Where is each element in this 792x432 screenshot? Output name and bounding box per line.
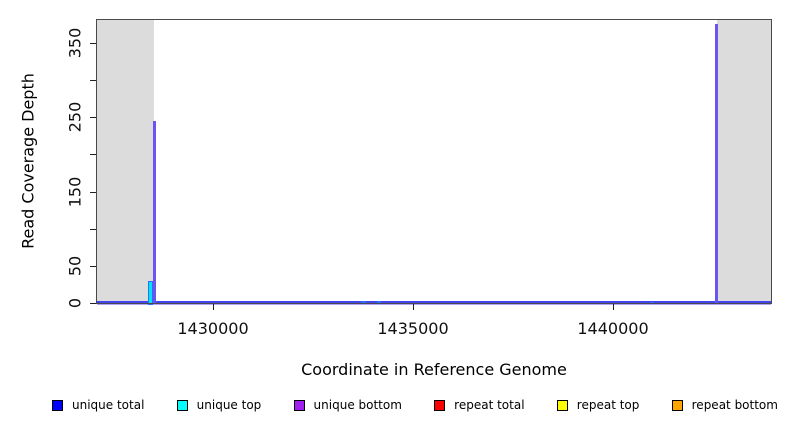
y-axis-tick-label: 250	[65, 102, 85, 133]
coverage-spike	[715, 24, 719, 303]
legend-label: unique bottom	[313, 398, 402, 412]
coverage-spike	[650, 301, 655, 303]
legend-swatch	[434, 399, 446, 411]
legend-label: repeat top	[576, 398, 640, 412]
x-axis-title: Coordinate in Reference Genome	[301, 360, 567, 379]
legend-swatch	[671, 399, 683, 411]
coverage-spike	[147, 280, 153, 305]
plot-frame	[96, 19, 772, 304]
y-axis-tick-label: 150	[65, 176, 85, 207]
shaded-region	[97, 20, 155, 303]
y-axis-tick	[90, 228, 97, 230]
coverage-spike	[152, 121, 156, 303]
y-axis-tick	[90, 80, 97, 82]
coverage-spike	[361, 300, 367, 303]
shaded-region	[717, 20, 771, 303]
y-axis-tick	[90, 43, 97, 45]
legend-item: repeat total	[434, 398, 525, 412]
x-axis-tick-label: 1435000	[377, 319, 449, 338]
legend-item: unique bottom	[293, 398, 402, 412]
plot-area: 0 50 150 250 350 1430000 1435000 1440000	[66, 19, 772, 338]
x-axis-tick	[613, 303, 614, 310]
coverage-spike	[377, 300, 381, 303]
legend-swatch	[293, 399, 305, 411]
legend-label: unique total	[72, 398, 145, 412]
legend: unique total unique top unique bottom repea…	[52, 398, 778, 412]
legend-item: unique total	[52, 398, 144, 412]
legend-label: unique top	[196, 398, 262, 412]
y-axis-tick-label: 50	[65, 255, 85, 277]
x-axis-tick-label: 1440000	[577, 319, 649, 338]
legend-label: repeat total	[454, 398, 525, 412]
coverage-baseline	[97, 301, 771, 305]
y-axis-tick-label: 350	[65, 27, 85, 59]
x-axis-tick	[413, 303, 414, 310]
x-axis-tick-label: 1430000	[177, 319, 249, 338]
legend-swatch	[556, 399, 568, 411]
legend-swatch	[52, 399, 63, 411]
y-axis-title: Read Coverage Depth	[18, 73, 38, 249]
legend-swatch	[176, 399, 188, 411]
y-axis-tick	[90, 265, 97, 267]
x-axis-tick	[213, 303, 214, 310]
legend-item: repeat bottom	[671, 398, 778, 412]
y-axis-tick	[90, 303, 97, 304]
y-axis-tick	[90, 191, 97, 193]
legend-item: repeat top	[556, 398, 640, 412]
y-axis-tick	[90, 117, 97, 119]
legend-label: repeat bottom	[691, 398, 778, 412]
y-axis-tick-label: 0	[65, 297, 85, 309]
y-axis-tick	[90, 154, 97, 156]
legend-item: unique top	[176, 398, 262, 412]
